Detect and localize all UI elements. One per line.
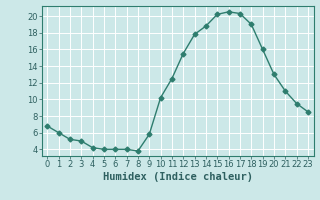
X-axis label: Humidex (Indice chaleur): Humidex (Indice chaleur) (103, 172, 252, 182)
